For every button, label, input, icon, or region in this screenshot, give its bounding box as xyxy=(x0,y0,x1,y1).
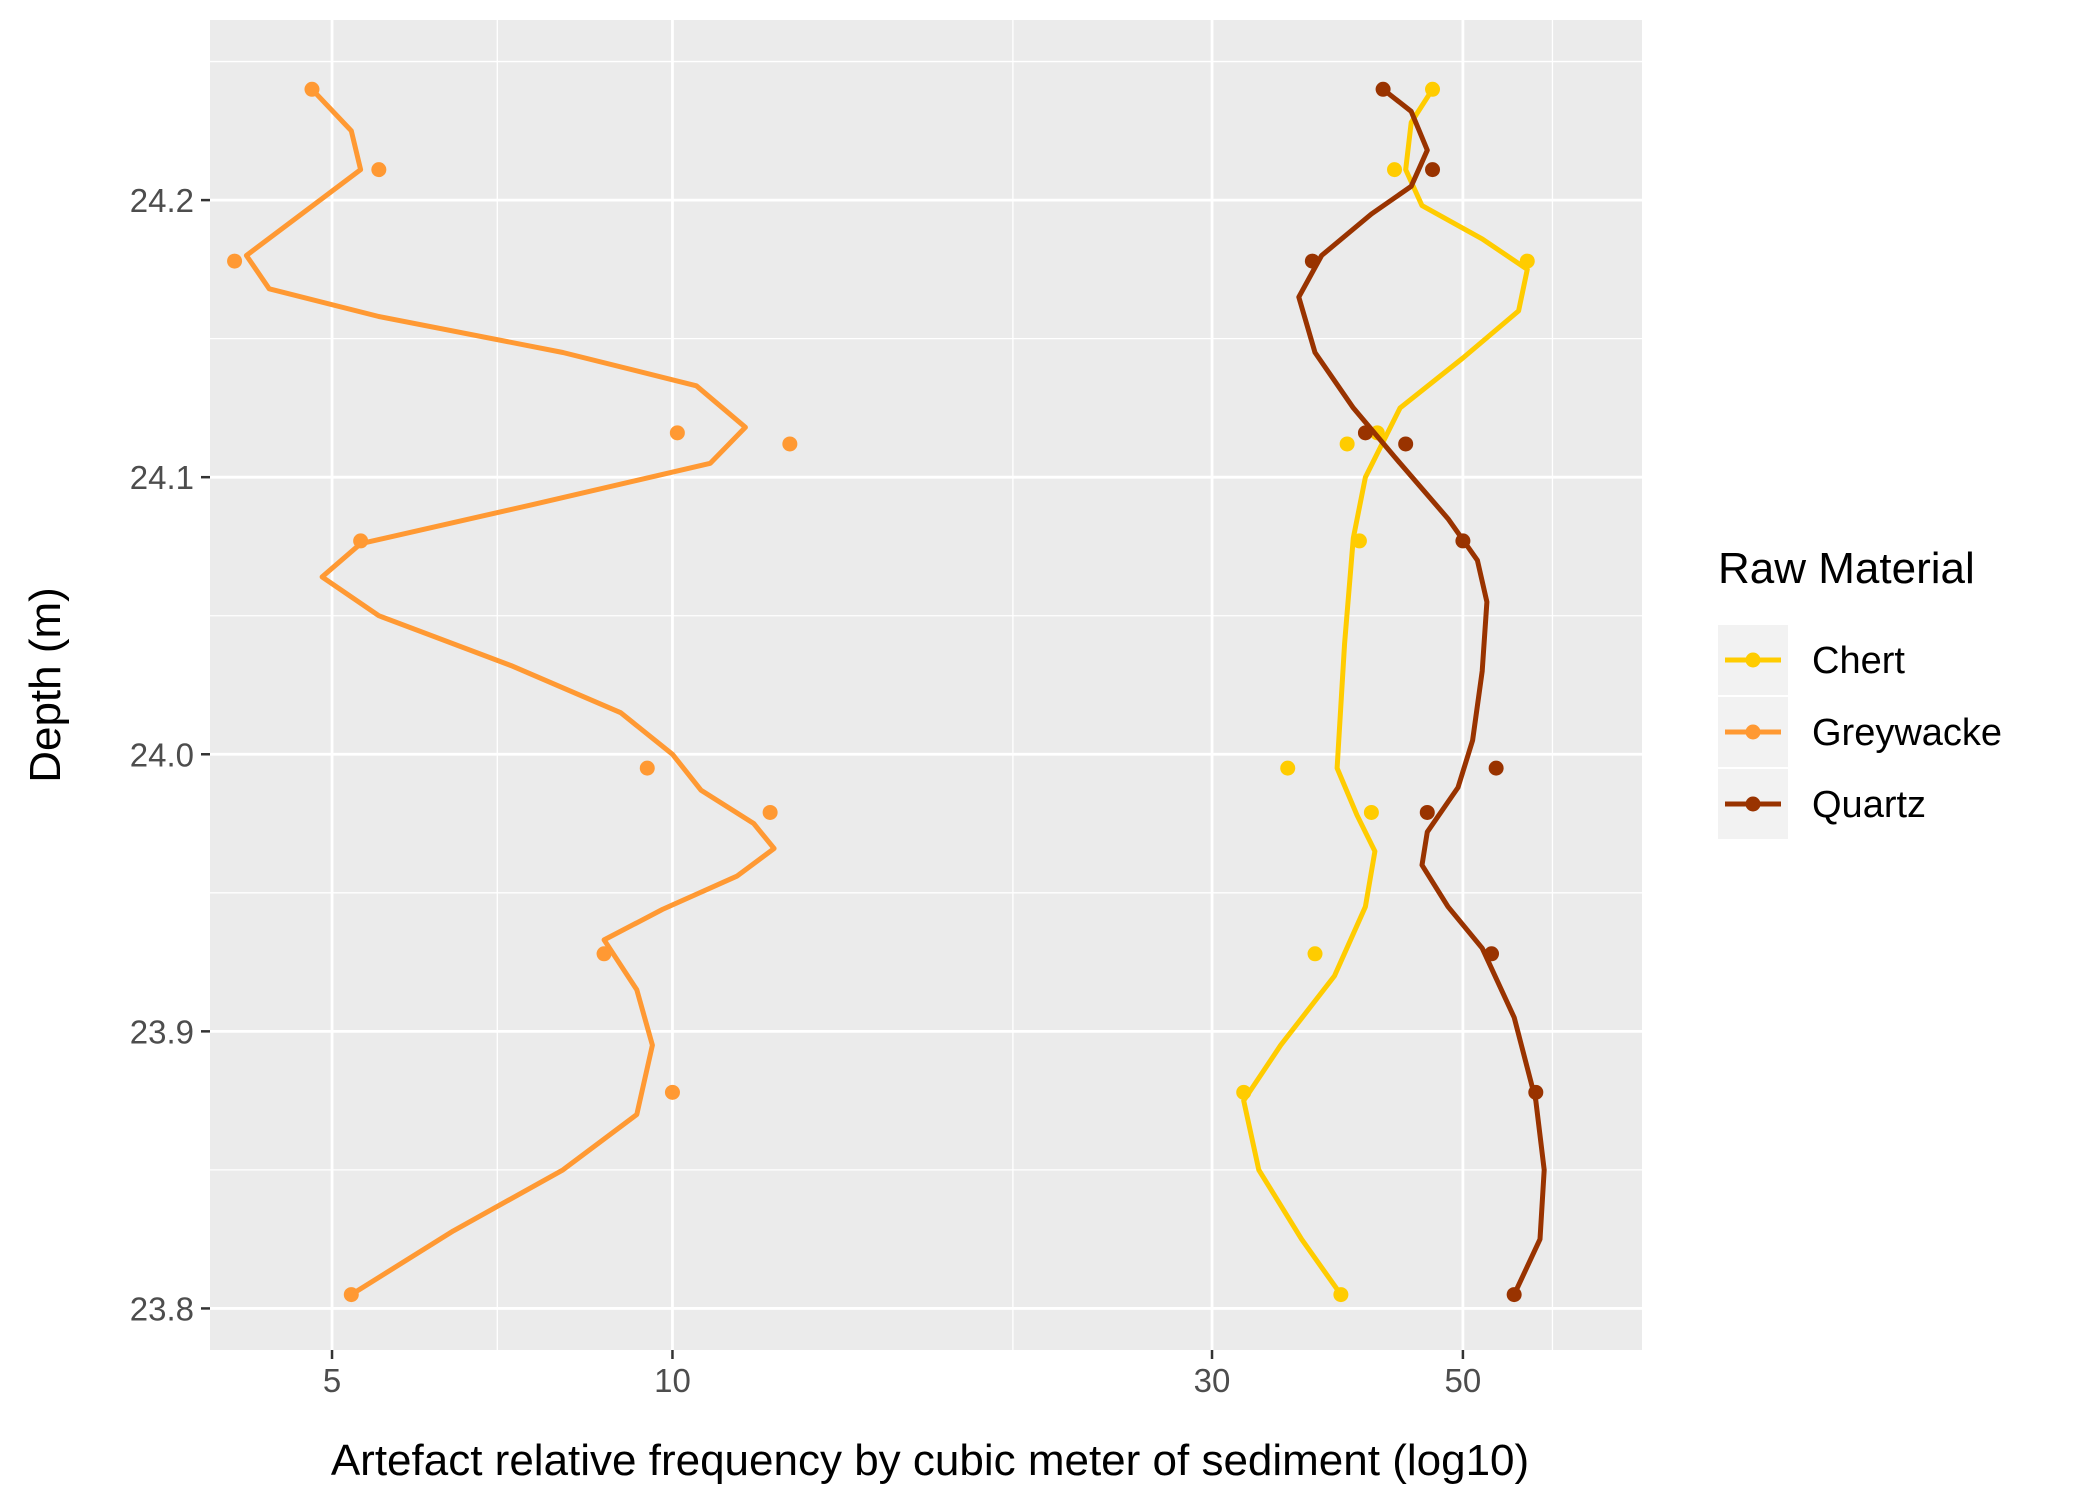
x-axis-title: Artefact relative frequency by cubic met… xyxy=(331,1436,1529,1485)
data-point-quartz xyxy=(1375,81,1391,97)
data-point-quartz xyxy=(1419,804,1435,820)
data-point-chert xyxy=(1333,1287,1349,1303)
legend-item-chert: Chert xyxy=(1718,625,1905,695)
data-point-chert xyxy=(1280,760,1296,776)
legend: Raw Material Chert Greywacke Quartz xyxy=(1718,544,2002,839)
data-point-quartz xyxy=(1488,760,1504,776)
series-greywacke xyxy=(227,81,798,1303)
data-point-chert xyxy=(1363,804,1379,820)
data-point-greywacke xyxy=(669,425,685,441)
series-line-chert xyxy=(1241,86,1530,1298)
data-point-quartz xyxy=(1304,253,1320,269)
minor-gridlines xyxy=(210,20,1642,1350)
series-chert xyxy=(1236,81,1535,1303)
x-tick-label: 50 xyxy=(1445,1362,1482,1399)
data-point-chert xyxy=(1519,253,1535,269)
data-point-quartz xyxy=(1484,946,1500,962)
data-point-chert xyxy=(1307,946,1323,962)
major-gridlines xyxy=(210,20,1642,1350)
legend-key-point xyxy=(1745,652,1761,668)
series-line-greywacke xyxy=(243,86,777,1298)
data-point-greywacke xyxy=(782,436,798,452)
y-axis: 23.8 23.9 24.0 24.1 24.2 xyxy=(130,182,210,1327)
series-line-quartz xyxy=(1296,86,1547,1298)
data-point-quartz xyxy=(1528,1084,1544,1100)
panel-background xyxy=(210,20,1642,1350)
y-tick-label: 24.0 xyxy=(130,736,194,773)
legend-key-point xyxy=(1745,796,1761,812)
data-point-greywacke xyxy=(227,253,243,269)
data-point-chert xyxy=(1351,533,1367,549)
data-point-chert xyxy=(1339,436,1355,452)
legend-label-quartz: Quartz xyxy=(1812,784,1926,826)
legend-title: Raw Material xyxy=(1718,544,1975,593)
data-point-greywacke xyxy=(353,533,369,549)
legend-label-greywacke: Greywacke xyxy=(1812,712,2002,754)
legend-item-greywacke: Greywacke xyxy=(1718,697,2002,767)
legend-item-quartz: Quartz xyxy=(1718,769,1926,839)
data-point-greywacke xyxy=(371,162,387,178)
data-point-quartz xyxy=(1398,436,1414,452)
legend-key-point xyxy=(1745,724,1761,740)
data-point-greywacke xyxy=(639,760,655,776)
y-tick-label: 24.2 xyxy=(130,182,194,219)
x-axis: 5 10 30 50 xyxy=(323,1350,1481,1399)
y-tick-label: 23.9 xyxy=(130,1013,194,1050)
x-tick-label: 10 xyxy=(654,1362,691,1399)
data-point-greywacke xyxy=(304,81,320,97)
data-point-greywacke xyxy=(762,804,778,820)
x-tick-label: 30 xyxy=(1194,1362,1231,1399)
data-point-greywacke xyxy=(596,946,612,962)
plot-series xyxy=(227,81,1547,1303)
series-quartz xyxy=(1296,81,1547,1303)
legend-label-chert: Chert xyxy=(1812,640,1905,682)
data-point-quartz xyxy=(1357,425,1373,441)
data-point-quartz xyxy=(1455,533,1471,549)
data-point-chert xyxy=(1425,81,1441,97)
y-tick-label: 23.8 xyxy=(130,1290,194,1327)
data-point-chert xyxy=(1387,162,1403,178)
y-tick-label: 24.1 xyxy=(130,459,194,496)
data-point-quartz xyxy=(1425,162,1441,178)
data-point-greywacke xyxy=(343,1287,359,1303)
y-axis-title: Depth (m) xyxy=(21,587,70,783)
data-point-chert xyxy=(1236,1084,1252,1100)
data-point-greywacke xyxy=(664,1084,680,1100)
data-point-quartz xyxy=(1506,1287,1522,1303)
x-tick-label: 5 xyxy=(323,1362,341,1399)
